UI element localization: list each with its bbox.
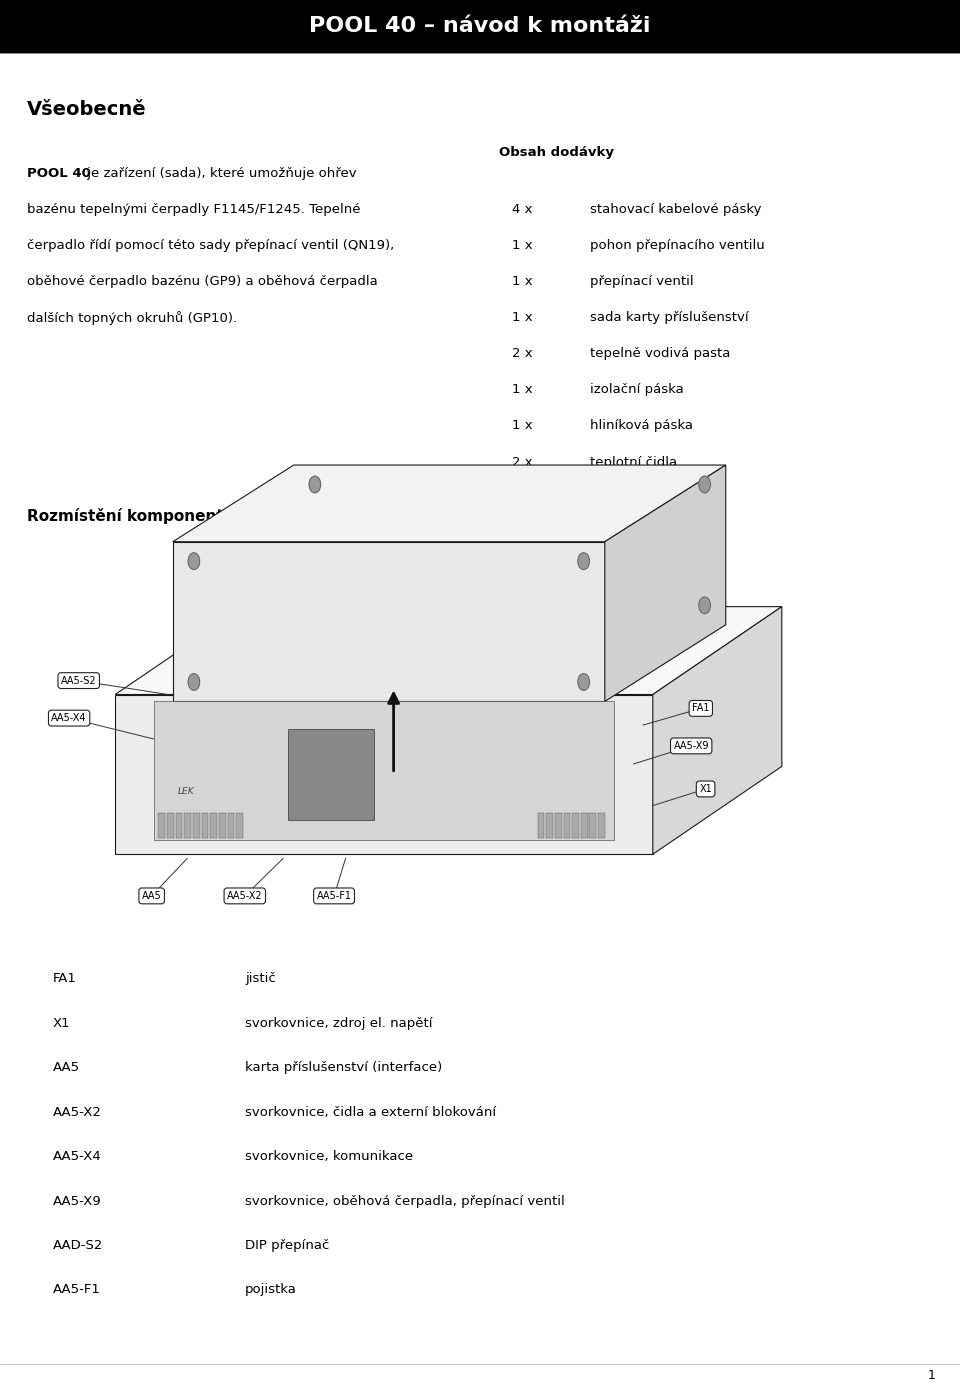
Text: LEK: LEK <box>178 788 194 796</box>
Text: svorkovnice, zdroj el. napětí: svorkovnice, zdroj el. napětí <box>245 1017 432 1029</box>
Text: AA5-X2: AA5-X2 <box>227 890 263 901</box>
Text: svorkovnice, komunikace: svorkovnice, komunikace <box>245 1150 413 1163</box>
Text: POOL 40: POOL 40 <box>27 167 91 179</box>
Text: AA5-S2: AA5-S2 <box>60 675 97 686</box>
Polygon shape <box>605 465 726 701</box>
Bar <box>589 813 596 838</box>
Text: AA5-X2: AA5-X2 <box>53 1106 102 1118</box>
Text: AA5-X4: AA5-X4 <box>53 1150 102 1163</box>
Text: AA5-X9: AA5-X9 <box>53 1195 102 1207</box>
Text: FA1: FA1 <box>53 972 77 985</box>
Text: karta příslušenství (interface): karta příslušenství (interface) <box>245 1061 442 1074</box>
Bar <box>546 813 553 838</box>
Text: tepelně vodivá pasta: tepelně vodivá pasta <box>590 347 731 360</box>
Bar <box>193 813 200 838</box>
Text: Rozmístění komponentů: Rozmístění komponentů <box>27 507 234 524</box>
Polygon shape <box>173 542 605 701</box>
Text: hliníková páska: hliníková páska <box>590 419 693 432</box>
Circle shape <box>188 553 200 569</box>
Text: svorkovnice, čidla a externí blokování: svorkovnice, čidla a externí blokování <box>245 1106 496 1118</box>
Text: AA5: AA5 <box>53 1061 80 1074</box>
Text: 1: 1 <box>928 1368 936 1382</box>
Text: přepínací ventil: přepínací ventil <box>590 275 694 288</box>
Text: svorkovnice, oběhová čerpadla, přepínací ventil: svorkovnice, oběhová čerpadla, přepínací… <box>245 1195 564 1207</box>
Text: 4 x: 4 x <box>513 203 533 215</box>
Circle shape <box>699 597 710 614</box>
Text: pohon přepínacího ventilu: pohon přepínacího ventilu <box>590 239 765 251</box>
Circle shape <box>699 476 710 493</box>
Text: 1 x: 1 x <box>513 419 533 432</box>
Bar <box>581 813 588 838</box>
Text: AA5-X9: AA5-X9 <box>674 740 708 751</box>
Text: jistič: jistič <box>245 972 276 985</box>
Polygon shape <box>173 465 726 542</box>
Bar <box>210 813 217 838</box>
Polygon shape <box>115 607 781 694</box>
Text: dalších topných okruhů (GP10).: dalších topných okruhů (GP10). <box>27 311 237 325</box>
Text: teplotní čidla: teplotní čidla <box>590 456 678 468</box>
Bar <box>598 813 605 838</box>
Text: Všeobecně: Všeobecně <box>27 100 147 119</box>
Text: oběhové čerpadlo bazénu (GP9) a oběhová čerpadla: oběhové čerpadlo bazénu (GP9) a oběhová … <box>27 275 377 288</box>
Text: AA5-X4: AA5-X4 <box>52 713 86 724</box>
Text: POOL 40 – návod k montáži: POOL 40 – návod k montáži <box>309 17 651 36</box>
Circle shape <box>578 553 589 569</box>
Text: 1 x: 1 x <box>513 239 533 251</box>
Text: 1 x: 1 x <box>513 311 533 324</box>
Text: 1 x: 1 x <box>513 383 533 396</box>
Polygon shape <box>154 701 614 840</box>
Text: izolační páska: izolační páska <box>590 383 684 396</box>
Text: 2 x: 2 x <box>513 347 533 360</box>
Text: AA5-F1: AA5-F1 <box>53 1283 101 1296</box>
Polygon shape <box>653 607 781 854</box>
Bar <box>219 813 226 838</box>
Bar <box>158 813 165 838</box>
Polygon shape <box>115 694 653 854</box>
Bar <box>572 813 579 838</box>
Text: X1: X1 <box>699 783 712 795</box>
Text: čerpadlo řídí pomocí této sady přepínací ventil (QN19),: čerpadlo řídí pomocí této sady přepínací… <box>27 239 395 251</box>
Bar <box>564 813 570 838</box>
Bar <box>538 813 544 838</box>
Bar <box>555 813 562 838</box>
Circle shape <box>188 674 200 690</box>
Text: AA5: AA5 <box>142 890 161 901</box>
Text: DIP přepínač: DIP přepínač <box>245 1239 329 1251</box>
Text: sada karty příslušenství: sada karty příslušenství <box>590 311 749 324</box>
Circle shape <box>578 674 589 690</box>
Bar <box>202 813 208 838</box>
Bar <box>228 813 234 838</box>
Text: pojistka: pojistka <box>245 1283 297 1296</box>
Text: je zařízení (sada), které umožňuje ohřev: je zařízení (sada), které umožňuje ohřev <box>83 167 356 179</box>
Text: stahovací kabelové pásky: stahovací kabelové pásky <box>590 203 762 215</box>
Text: bazénu tepelnými čerpadly F1145/F1245. Tepelné: bazénu tepelnými čerpadly F1145/F1245. T… <box>27 203 360 215</box>
Bar <box>176 813 182 838</box>
Text: AAD-S2: AAD-S2 <box>53 1239 103 1251</box>
Text: AA5-F1: AA5-F1 <box>317 890 351 901</box>
FancyBboxPatch shape <box>0 0 960 53</box>
Circle shape <box>309 476 321 493</box>
Text: FA1: FA1 <box>692 703 709 714</box>
Text: Obsah dodávky: Obsah dodávky <box>499 146 614 158</box>
Bar <box>184 813 191 838</box>
Text: 2 x: 2 x <box>513 456 533 468</box>
Bar <box>288 729 374 820</box>
Text: X1: X1 <box>53 1017 70 1029</box>
Text: 1 x: 1 x <box>513 275 533 288</box>
Bar <box>236 813 243 838</box>
Bar <box>167 813 174 838</box>
